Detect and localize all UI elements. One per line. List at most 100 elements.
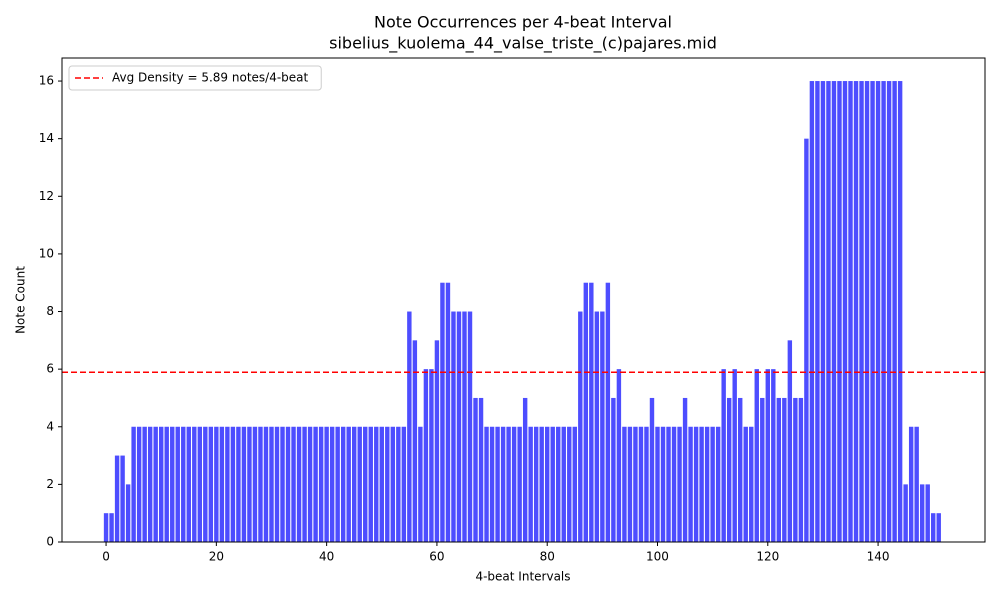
bar bbox=[726, 397, 732, 542]
bar bbox=[109, 513, 114, 542]
bar bbox=[346, 426, 351, 542]
bar bbox=[517, 426, 522, 542]
bar bbox=[230, 426, 236, 542]
bar bbox=[908, 426, 914, 542]
bar bbox=[125, 484, 131, 542]
bar bbox=[870, 81, 875, 543]
bar bbox=[693, 426, 699, 542]
bar bbox=[489, 426, 495, 542]
bar bbox=[258, 426, 263, 542]
bar bbox=[550, 426, 555, 542]
bar bbox=[776, 397, 782, 542]
plot-frame bbox=[61, 57, 986, 543]
bar bbox=[186, 426, 191, 542]
bar bbox=[936, 513, 941, 542]
bar bbox=[539, 426, 544, 542]
bar bbox=[919, 484, 925, 542]
bar bbox=[600, 311, 605, 542]
bar bbox=[528, 426, 533, 542]
bar bbox=[225, 426, 230, 542]
bar bbox=[396, 426, 401, 542]
bar bbox=[660, 426, 666, 542]
bar bbox=[175, 426, 180, 542]
bar bbox=[285, 426, 291, 542]
bar bbox=[247, 426, 252, 542]
bar bbox=[671, 426, 677, 542]
bar bbox=[440, 282, 445, 542]
bar bbox=[478, 397, 484, 542]
bar bbox=[649, 397, 655, 542]
bar bbox=[903, 484, 908, 542]
bar bbox=[886, 81, 892, 543]
bar bbox=[688, 426, 693, 542]
bar bbox=[374, 426, 379, 542]
bar bbox=[429, 369, 434, 542]
bar bbox=[589, 282, 594, 542]
bar bbox=[704, 426, 710, 542]
bar bbox=[335, 426, 340, 542]
bar bbox=[572, 426, 577, 542]
bar bbox=[638, 426, 644, 542]
legend-label: Avg Density = 5.89 notes/4-beat bbox=[112, 71, 309, 85]
y-tick-label: 8 bbox=[46, 304, 54, 318]
bar bbox=[533, 426, 539, 542]
bar bbox=[208, 426, 214, 542]
bar bbox=[500, 426, 506, 542]
bar bbox=[809, 81, 815, 543]
bar bbox=[522, 397, 528, 542]
bar bbox=[434, 340, 440, 542]
bar bbox=[605, 282, 611, 542]
y-tick-label: 2 bbox=[46, 477, 54, 491]
bar bbox=[197, 426, 203, 542]
bar bbox=[506, 426, 511, 542]
bar bbox=[192, 426, 197, 542]
bar bbox=[379, 426, 384, 542]
bar bbox=[307, 426, 313, 542]
bar bbox=[407, 311, 412, 542]
x-tick-label: 0 bbox=[102, 550, 110, 564]
bar bbox=[699, 426, 704, 542]
bar bbox=[842, 81, 848, 543]
bar bbox=[103, 513, 109, 542]
bar bbox=[445, 282, 451, 542]
x-tick-label: 80 bbox=[540, 550, 555, 564]
bar bbox=[864, 81, 870, 543]
bar bbox=[765, 369, 770, 542]
bar bbox=[280, 426, 285, 542]
bar bbox=[583, 282, 589, 542]
y-tick-label: 12 bbox=[39, 189, 54, 203]
bar bbox=[655, 426, 660, 542]
bar bbox=[715, 426, 721, 542]
bar bbox=[495, 426, 500, 542]
bar bbox=[793, 397, 798, 542]
bar bbox=[164, 426, 169, 542]
bar bbox=[153, 426, 158, 542]
bar bbox=[352, 426, 357, 542]
bar bbox=[236, 426, 241, 542]
bar bbox=[313, 426, 318, 542]
bar bbox=[859, 81, 864, 543]
y-tick-label: 4 bbox=[46, 419, 54, 433]
x-tick-label: 140 bbox=[867, 550, 890, 564]
bar bbox=[732, 369, 737, 542]
x-tick-label: 120 bbox=[756, 550, 779, 564]
y-tick-label: 6 bbox=[46, 362, 54, 376]
bar bbox=[798, 397, 804, 542]
bar bbox=[627, 426, 633, 542]
y-tick-label: 0 bbox=[46, 535, 54, 549]
y-tick-label: 14 bbox=[39, 131, 54, 145]
bar bbox=[473, 397, 478, 542]
bar bbox=[644, 426, 649, 542]
bar bbox=[385, 426, 390, 542]
bar bbox=[875, 81, 881, 543]
bar bbox=[738, 397, 743, 542]
y-axis-label: Note Count bbox=[14, 266, 28, 334]
bar bbox=[142, 426, 147, 542]
bar bbox=[556, 426, 561, 542]
legend-box bbox=[68, 65, 322, 91]
bar bbox=[252, 426, 258, 542]
bar bbox=[203, 426, 208, 542]
bar bbox=[594, 311, 600, 542]
bar bbox=[329, 426, 335, 542]
bar bbox=[787, 340, 793, 542]
